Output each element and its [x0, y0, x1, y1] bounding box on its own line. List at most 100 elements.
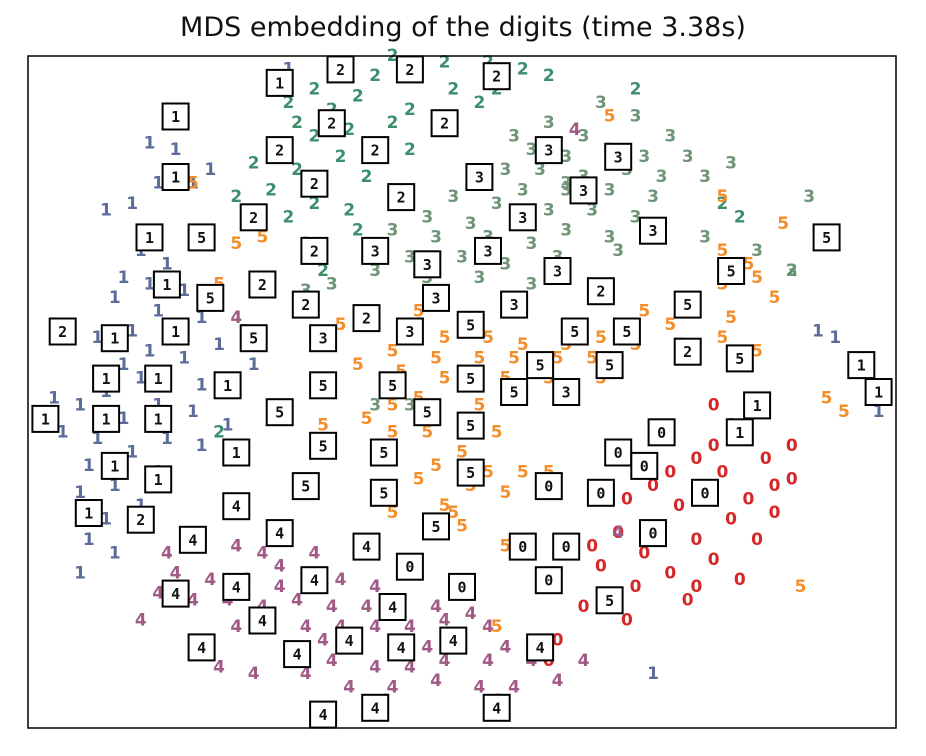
thumbnail-frame [126, 505, 155, 534]
point-digit-4: 4 [230, 537, 242, 557]
thumbnail-frame [691, 478, 719, 507]
thumbnail-digit: 5 [301, 478, 310, 496]
digit-thumbnail: 1 [161, 102, 190, 131]
digit-thumbnail: 1 [213, 371, 242, 400]
point-digit-4: 4 [499, 637, 511, 657]
thumbnail-frame [300, 566, 329, 595]
point-digit-3: 3 [404, 248, 416, 268]
thumbnail-digit: 2 [405, 61, 414, 79]
point-digit-4: 4 [161, 543, 173, 563]
thumbnail-frame [222, 492, 251, 521]
thumbnail-frame [552, 378, 581, 406]
thumbnail-digit: 1 [84, 505, 93, 523]
point-digit-1: 1 [178, 281, 190, 301]
point-digit-2: 2 [335, 147, 347, 167]
digit-thumbnail: 2 [300, 236, 329, 265]
point-digit-2: 2 [404, 140, 416, 160]
digit-thumbnail: 5 [812, 223, 841, 252]
point-digit-1: 1 [118, 268, 130, 288]
thumbnail-digit: 0 [640, 457, 649, 475]
thumbnail-digit: 1 [232, 444, 241, 462]
digit-thumbnail: 4 [187, 633, 216, 662]
thumbnail-digit: 1 [145, 229, 154, 247]
thumbnail-frame [31, 404, 60, 433]
thumbnail-digit: 1 [154, 471, 163, 489]
point-digit-4: 4 [326, 651, 338, 671]
point-digit-3: 3 [656, 167, 668, 187]
point-digit-5: 5 [604, 107, 616, 127]
digit-thumbnail: 5 [595, 351, 624, 380]
point-digit-1: 1 [109, 543, 121, 563]
point-digit-2: 2 [317, 261, 329, 281]
point-digit-5: 5 [361, 409, 373, 429]
thumbnail-frame [595, 351, 624, 380]
point-digit-3: 3 [387, 221, 399, 241]
point-digit-5: 5 [795, 577, 807, 597]
thumbnail-frame [222, 438, 251, 467]
thumbnail-digit: 2 [397, 189, 406, 207]
digit-thumbnail: 5 [456, 310, 485, 339]
point-digit-5: 5 [821, 389, 833, 409]
thumbnail-digit: 5 [605, 357, 614, 375]
digit-thumbnail: 5 [196, 283, 225, 312]
point-digit-2: 2 [361, 167, 373, 187]
point-digit-3: 3 [543, 113, 555, 133]
digit-thumbnail: 3 [361, 236, 390, 265]
point-digit-3: 3 [560, 221, 572, 241]
thumbnail-frame [534, 472, 563, 501]
thumbnail-digit: 4 [319, 706, 328, 724]
thumbnail-frame [508, 203, 537, 232]
point-digit-4: 4 [439, 651, 451, 671]
thumbnail-digit: 1 [171, 169, 180, 187]
digit-thumbnail: 2 [482, 62, 511, 91]
point-digit-4: 4 [482, 617, 494, 637]
point-digit-4: 4 [135, 611, 147, 631]
point-digit-1: 1 [222, 416, 234, 436]
point-digit-1: 1 [170, 140, 182, 160]
digit-thumbnail: 0 [448, 572, 476, 601]
digit-thumbnail: 3 [395, 317, 424, 346]
digit-thumbnail: 5 [369, 438, 398, 467]
thumbnail-frame [413, 250, 442, 279]
digit-thumbnail: 4 [300, 566, 329, 595]
thumbnail-frame [586, 277, 615, 306]
thumbnail-frame [395, 552, 424, 581]
thumbnail-digit: 0 [457, 578, 466, 596]
point-digit-0: 0 [647, 476, 659, 496]
thumbnail-digit: 1 [223, 377, 232, 395]
point-digit-5: 5 [716, 328, 728, 348]
point-digit-1: 1 [812, 322, 824, 342]
point-digit-0: 0 [716, 463, 728, 483]
point-digit-3: 3 [586, 201, 598, 221]
thumbnail-frame [326, 55, 355, 84]
thumbnail-digit: 1 [753, 397, 762, 415]
point-digit-4: 4 [612, 523, 624, 543]
point-digit-4: 4 [369, 617, 381, 637]
thumbnail-digit: 4 [197, 639, 206, 657]
point-digit-3: 3 [525, 140, 537, 160]
point-digit-1: 1 [109, 476, 121, 496]
point-digit-2: 2 [291, 113, 303, 133]
digit-thumbnail: 0 [604, 438, 633, 467]
point-digit-3: 3 [560, 180, 572, 200]
point-digit-4: 4 [274, 577, 286, 597]
thumbnail-frame [456, 364, 485, 393]
thumbnail-frame [161, 102, 190, 131]
point-digit-4: 4 [274, 557, 286, 577]
thumbnail-frame [335, 626, 364, 655]
thumbnail-digit: 2 [371, 142, 380, 160]
thumbnail-digit: 1 [735, 424, 744, 442]
thumbnail-digit: 4 [397, 639, 406, 657]
point-digit-4: 4 [308, 543, 320, 563]
point-digit-0: 0 [664, 463, 676, 483]
point-digit-2: 2 [439, 53, 451, 73]
point-digit-4: 4 [300, 664, 312, 684]
digit-thumbnail: 1 [144, 404, 173, 433]
point-digit-1: 1 [144, 275, 156, 295]
digit-thumbnail: 5 [725, 344, 754, 373]
thumbnail-frame [717, 257, 746, 285]
point-digit-2: 2 [447, 80, 459, 100]
point-digit-5: 5 [499, 537, 511, 557]
point-digit-3: 3 [456, 248, 468, 268]
